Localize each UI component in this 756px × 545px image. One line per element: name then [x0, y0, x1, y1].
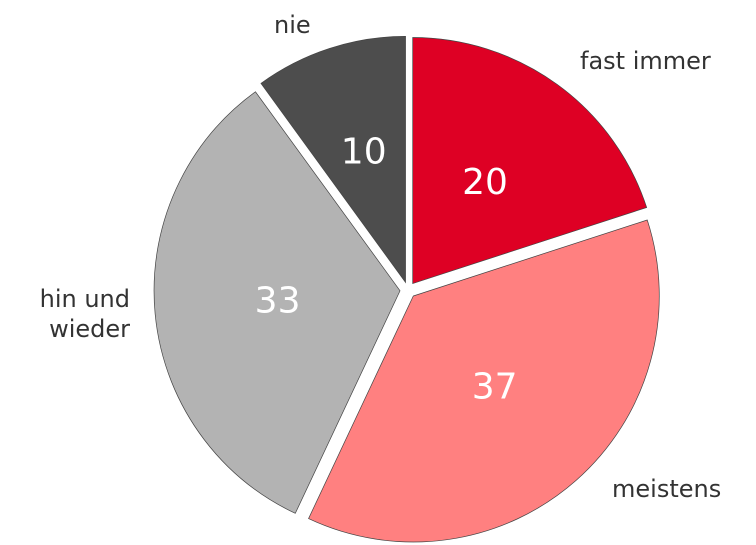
category-label: fast immer — [580, 47, 711, 75]
category-label: hin und wieder — [39, 285, 130, 343]
pie-slice — [260, 36, 406, 284]
pie-slice — [308, 219, 660, 543]
category-label: meistens — [612, 475, 722, 503]
pie-slice — [412, 37, 648, 285]
value-label: 20 — [462, 162, 508, 203]
category-label: nie — [274, 11, 311, 39]
value-label: 37 — [472, 366, 518, 407]
value-label: 10 — [341, 132, 387, 173]
pie-slice — [153, 91, 401, 514]
value-label: 33 — [255, 280, 301, 321]
